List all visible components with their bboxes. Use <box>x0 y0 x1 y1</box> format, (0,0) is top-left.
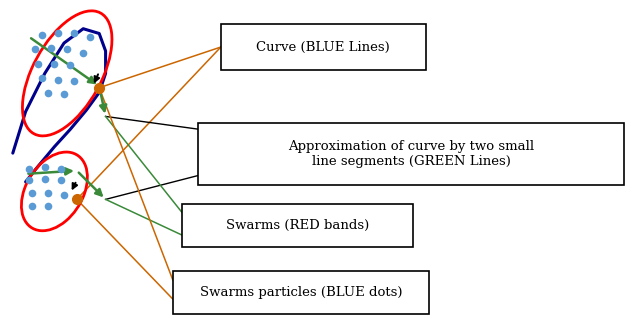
FancyBboxPatch shape <box>182 204 413 247</box>
Text: Swarms particles (BLUE dots): Swarms particles (BLUE dots) <box>200 286 402 299</box>
FancyBboxPatch shape <box>173 271 429 314</box>
FancyBboxPatch shape <box>198 123 624 185</box>
Text: Curve (BLUE Lines): Curve (BLUE Lines) <box>257 41 390 54</box>
Text: Swarms (RED bands): Swarms (RED bands) <box>226 219 369 232</box>
Text: Approximation of curve by two small
line segments (GREEN Lines): Approximation of curve by two small line… <box>288 140 534 168</box>
FancyBboxPatch shape <box>221 24 426 70</box>
